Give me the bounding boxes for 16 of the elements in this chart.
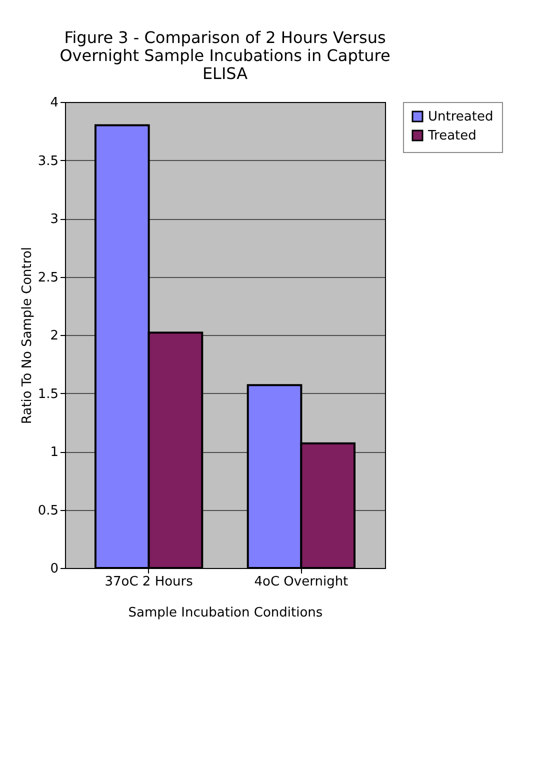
y-tick-label: 4: [50, 96, 58, 110]
chart-title: Figure 3 - Comparison of 2 Hours Versus Overnight Sample Incubations in Capture ELISA: [60, 28, 390, 83]
legend-label: Untreated: [428, 110, 494, 124]
y-tick-label: 2.5: [38, 270, 58, 286]
x-tick-label: 4oC Overnight: [254, 574, 348, 590]
y-tick-label: 1: [50, 445, 58, 460]
y-tick-label: 3.5: [38, 154, 58, 169]
y-tick-label: 0.5: [38, 503, 58, 518]
x-tick-label: 37oC 2 Hours: [104, 574, 194, 590]
y-tick-label: 3: [50, 212, 58, 227]
y-tick-label: 1.5: [38, 386, 58, 402]
y-axis-title: Ratio To No Sample Control: [20, 246, 35, 424]
y-tick-label: 2: [50, 328, 58, 344]
legend-label: Treated: [427, 128, 476, 144]
y-tick-label: 0: [50, 562, 58, 576]
x-axis-title: Sample Incubation Conditions: [128, 606, 323, 620]
